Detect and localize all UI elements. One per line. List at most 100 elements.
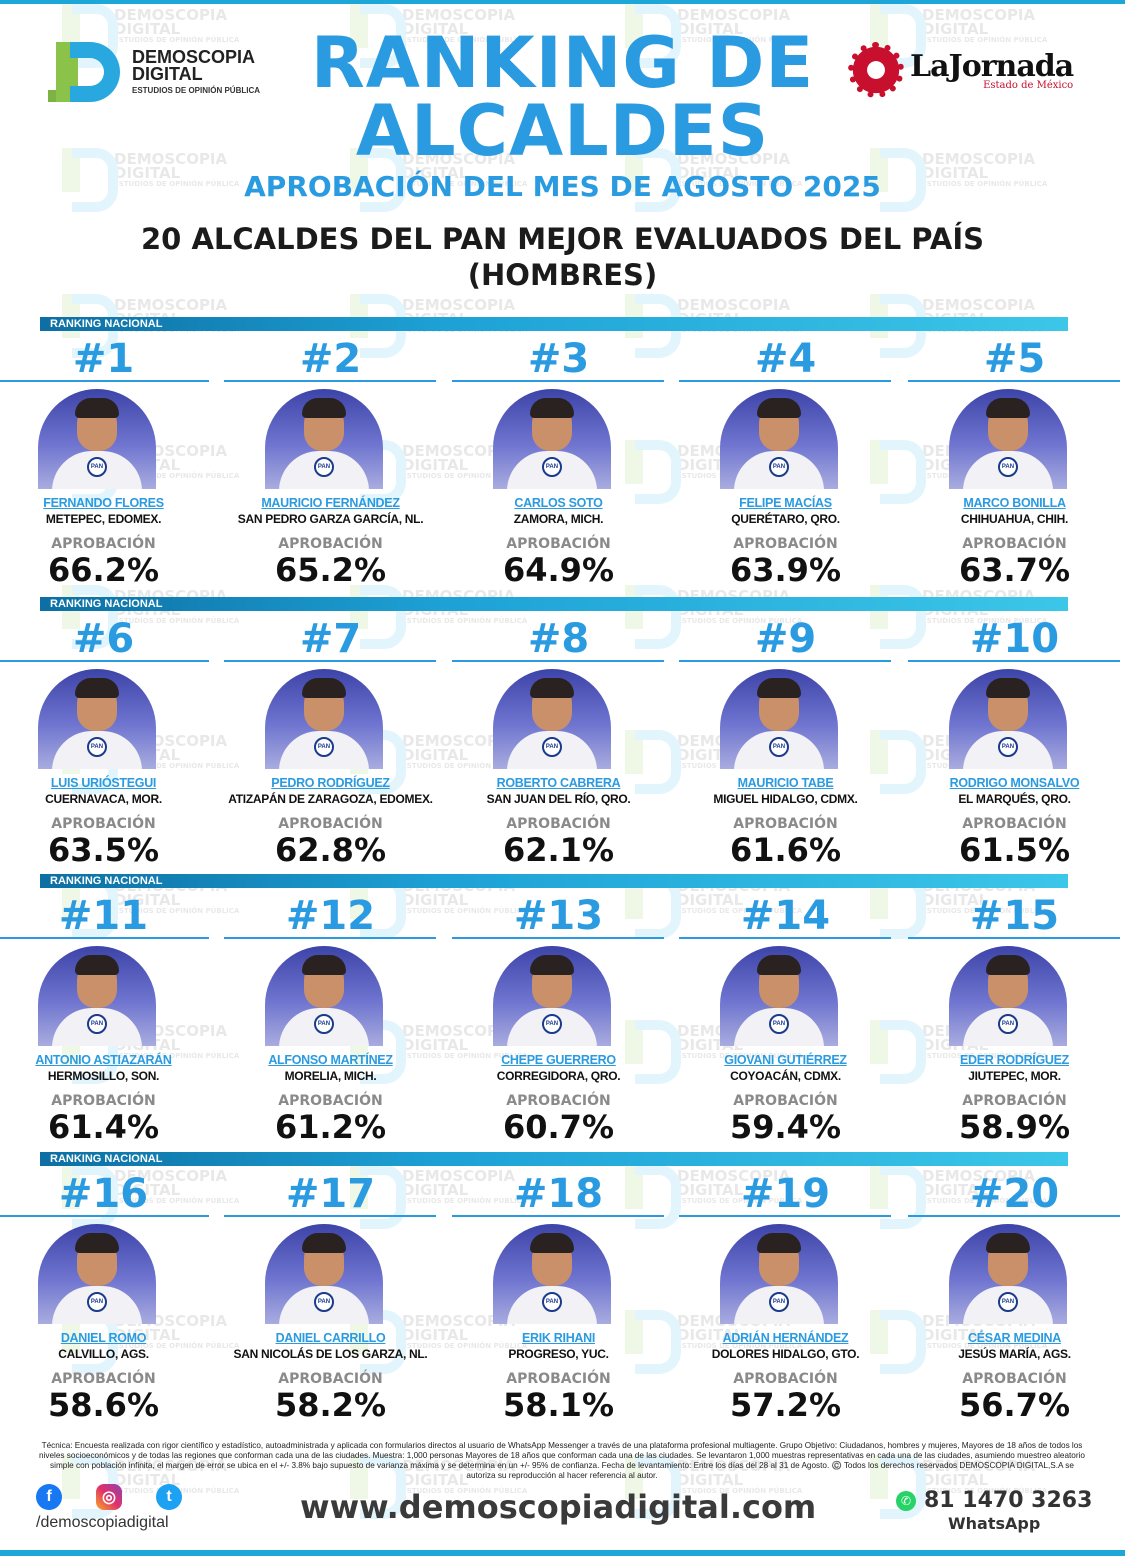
mayor-name: ALFONSO MARTÍNEZ xyxy=(268,1053,393,1067)
approval-value: 59.4% xyxy=(729,1108,841,1146)
partner-name: LaJornada xyxy=(910,49,1074,84)
pan-logo-icon: PAN xyxy=(87,737,107,757)
mayor-card: #17 PAN DANIEL CARRILLO SAN NICOLÁS DE LOS … xyxy=(218,1166,443,1430)
heading-line2: (HOMBRES) xyxy=(467,258,658,292)
mayor-photo: PAN xyxy=(493,1224,611,1324)
pan-logo-icon: PAN xyxy=(769,1014,789,1034)
approval-label: APROBACIÓN xyxy=(962,1371,1067,1387)
hair-shape xyxy=(757,678,801,698)
approval-label: APROBACIÓN xyxy=(962,816,1067,832)
rank-underline xyxy=(452,937,664,939)
technical-note: Técnica: Encuesta realizada con rigor ci… xyxy=(39,1441,1085,1480)
rank-number: #8 xyxy=(527,616,590,662)
ranking-section: RANKING NACIONAL #16 PAN DANIEL ROMO CALVILL… xyxy=(0,1152,1125,1430)
rank-underline xyxy=(908,380,1120,382)
approval-label: APROBACIÓN xyxy=(506,536,611,552)
rank-number: #7 xyxy=(299,616,362,662)
brand-name-line2: DIGITAL xyxy=(132,64,203,84)
rank-number: #5 xyxy=(983,336,1046,382)
mayor-photo: PAN xyxy=(493,946,611,1046)
rank-number: #13 xyxy=(513,893,604,939)
rank-underline xyxy=(0,1215,209,1217)
section-bar: RANKING NACIONAL xyxy=(40,874,1068,888)
rank-number: #1 xyxy=(72,336,135,382)
social-handle[interactable]: /demoscopiadigital xyxy=(36,1514,169,1531)
facebook-icon[interactable]: f xyxy=(36,1484,62,1510)
pan-logo-icon: PAN xyxy=(542,457,562,477)
mayor-name: MAURICIO FERNÁNDEZ xyxy=(261,496,400,510)
mayor-name: ADRIÁN HERNÁNDEZ xyxy=(722,1331,849,1345)
mayor-name: CÉSAR MEDINA xyxy=(968,1331,1061,1345)
approval-value: 58.2% xyxy=(274,1386,386,1424)
mayor-photo: PAN xyxy=(265,669,383,769)
mayor-photo: PAN xyxy=(265,389,383,489)
pan-logo-icon: PAN xyxy=(314,1292,334,1312)
hair-shape xyxy=(302,1233,346,1253)
mayor-card: #13 PAN CHEPE GUERRERO CORREGIDORA, QRO. APR… xyxy=(446,888,671,1152)
website-link[interactable]: www.demoscopiadigital.com xyxy=(300,1488,817,1526)
hair-shape xyxy=(986,678,1030,698)
rank-underline xyxy=(0,380,209,382)
mayor-city: ATIZAPÁN DE ZARAGOZA, EDOMEX. xyxy=(228,792,433,806)
approval-value: 61.2% xyxy=(274,1108,386,1146)
approval-label: APROBACIÓN xyxy=(506,816,611,832)
page-title-line2: ALCALDES xyxy=(355,90,770,172)
rank-underline xyxy=(908,1215,1120,1217)
approval-label: APROBACIÓN xyxy=(278,816,383,832)
hair-shape xyxy=(530,678,574,698)
mayor-card: #6 PAN LUIS URIÓSTEGUI CUERNAVACA, MOR. APRO… xyxy=(0,611,216,875)
twitter-icon[interactable]: t xyxy=(156,1484,182,1510)
approval-label: APROBACIÓN xyxy=(733,536,838,552)
section-bar: RANKING NACIONAL xyxy=(40,317,1068,331)
rank-underline xyxy=(224,937,436,939)
mayor-city: QUERÉTARO, QRO. xyxy=(731,512,840,526)
instagram-icon[interactable]: ◎ xyxy=(96,1484,122,1510)
pan-logo-icon: PAN xyxy=(542,1292,562,1312)
mayor-city: ZAMORA, MICH. xyxy=(513,512,604,526)
rank-number: #19 xyxy=(740,1171,831,1217)
mayor-card: #11 PAN ANTONIO ASTIAZARÁN HERMOSILLO, SON.… xyxy=(0,888,216,1152)
rank-number: #2 xyxy=(299,336,362,382)
la-jornada-logo: LaJornada Estado de México xyxy=(848,42,1074,98)
heading-line1: 20 ALCALDES DEL PAN MEJOR EVALUADOS DEL … xyxy=(141,222,984,256)
section-bar: RANKING NACIONAL xyxy=(40,1152,1068,1166)
mayor-photo: PAN xyxy=(493,389,611,489)
section-bar: RANKING NACIONAL xyxy=(40,597,1068,611)
approval-value: 62.8% xyxy=(274,831,386,869)
rank-number: #10 xyxy=(969,616,1060,662)
mayor-city: MIGUEL HIDALGO, CDMX. xyxy=(713,792,858,806)
whatsapp-contact[interactable]: ✆ 81 1470 3263 xyxy=(896,1488,1092,1513)
mayor-card: #9 PAN MAURICIO TABE MIGUEL HIDALGO, CDMX. A… xyxy=(673,611,898,875)
mayor-city: PROGRESO, YUC. xyxy=(508,1347,609,1361)
mayor-card: #8 PAN ROBERTO CABRERA SAN JUAN DEL RÍO, QR… xyxy=(446,611,671,875)
mayor-name: CHEPE GUERRERO xyxy=(501,1053,616,1067)
mayor-name: PEDRO RODRÍGUEZ xyxy=(271,776,390,790)
approval-value: 61.5% xyxy=(958,831,1070,869)
mayor-city: CHIHUAHUA, CHIH. xyxy=(960,512,1069,526)
approval-value: 61.6% xyxy=(729,831,841,869)
pan-logo-icon: PAN xyxy=(998,1014,1018,1034)
ranking-section: RANKING NACIONAL #1 PAN FERNANDO FLORES METE… xyxy=(0,317,1125,595)
rank-underline xyxy=(679,660,891,662)
rank-number: #6 xyxy=(72,616,135,662)
mayor-name: RODRIGO MONSALVO xyxy=(949,776,1080,790)
mayor-card: #19 PAN ADRIÁN HERNÁNDEZ DOLORES HIDALGO, G… xyxy=(673,1166,898,1430)
brand-tagline: ESTUDIOS DE OPINIÓN PÚBLICA xyxy=(132,86,261,95)
pan-logo-icon: PAN xyxy=(998,1292,1018,1312)
pan-logo-icon: PAN xyxy=(314,457,334,477)
demoscopia-logo-mark xyxy=(48,42,124,102)
mayor-photo: PAN xyxy=(720,389,838,489)
mayor-city: DOLORES HIDALGO, GTO. xyxy=(711,1347,860,1361)
mayor-name: EDER RODRÍGUEZ xyxy=(959,1053,1069,1067)
section-label: RANKING NACIONAL xyxy=(50,318,163,330)
approval-value: 63.5% xyxy=(47,831,159,869)
rank-number: #11 xyxy=(58,893,149,939)
hair-shape xyxy=(75,398,119,418)
mayor-photo: PAN xyxy=(38,669,156,769)
approval-value: 57.2% xyxy=(729,1386,841,1424)
rank-underline xyxy=(224,380,436,382)
mayor-photo: PAN xyxy=(493,669,611,769)
hair-shape xyxy=(986,955,1030,975)
mayor-card: #2 PAN MAURICIO FERNÁNDEZ SAN PEDRO GARZA G… xyxy=(218,331,443,595)
approval-label: APROBACIÓN xyxy=(962,536,1067,552)
